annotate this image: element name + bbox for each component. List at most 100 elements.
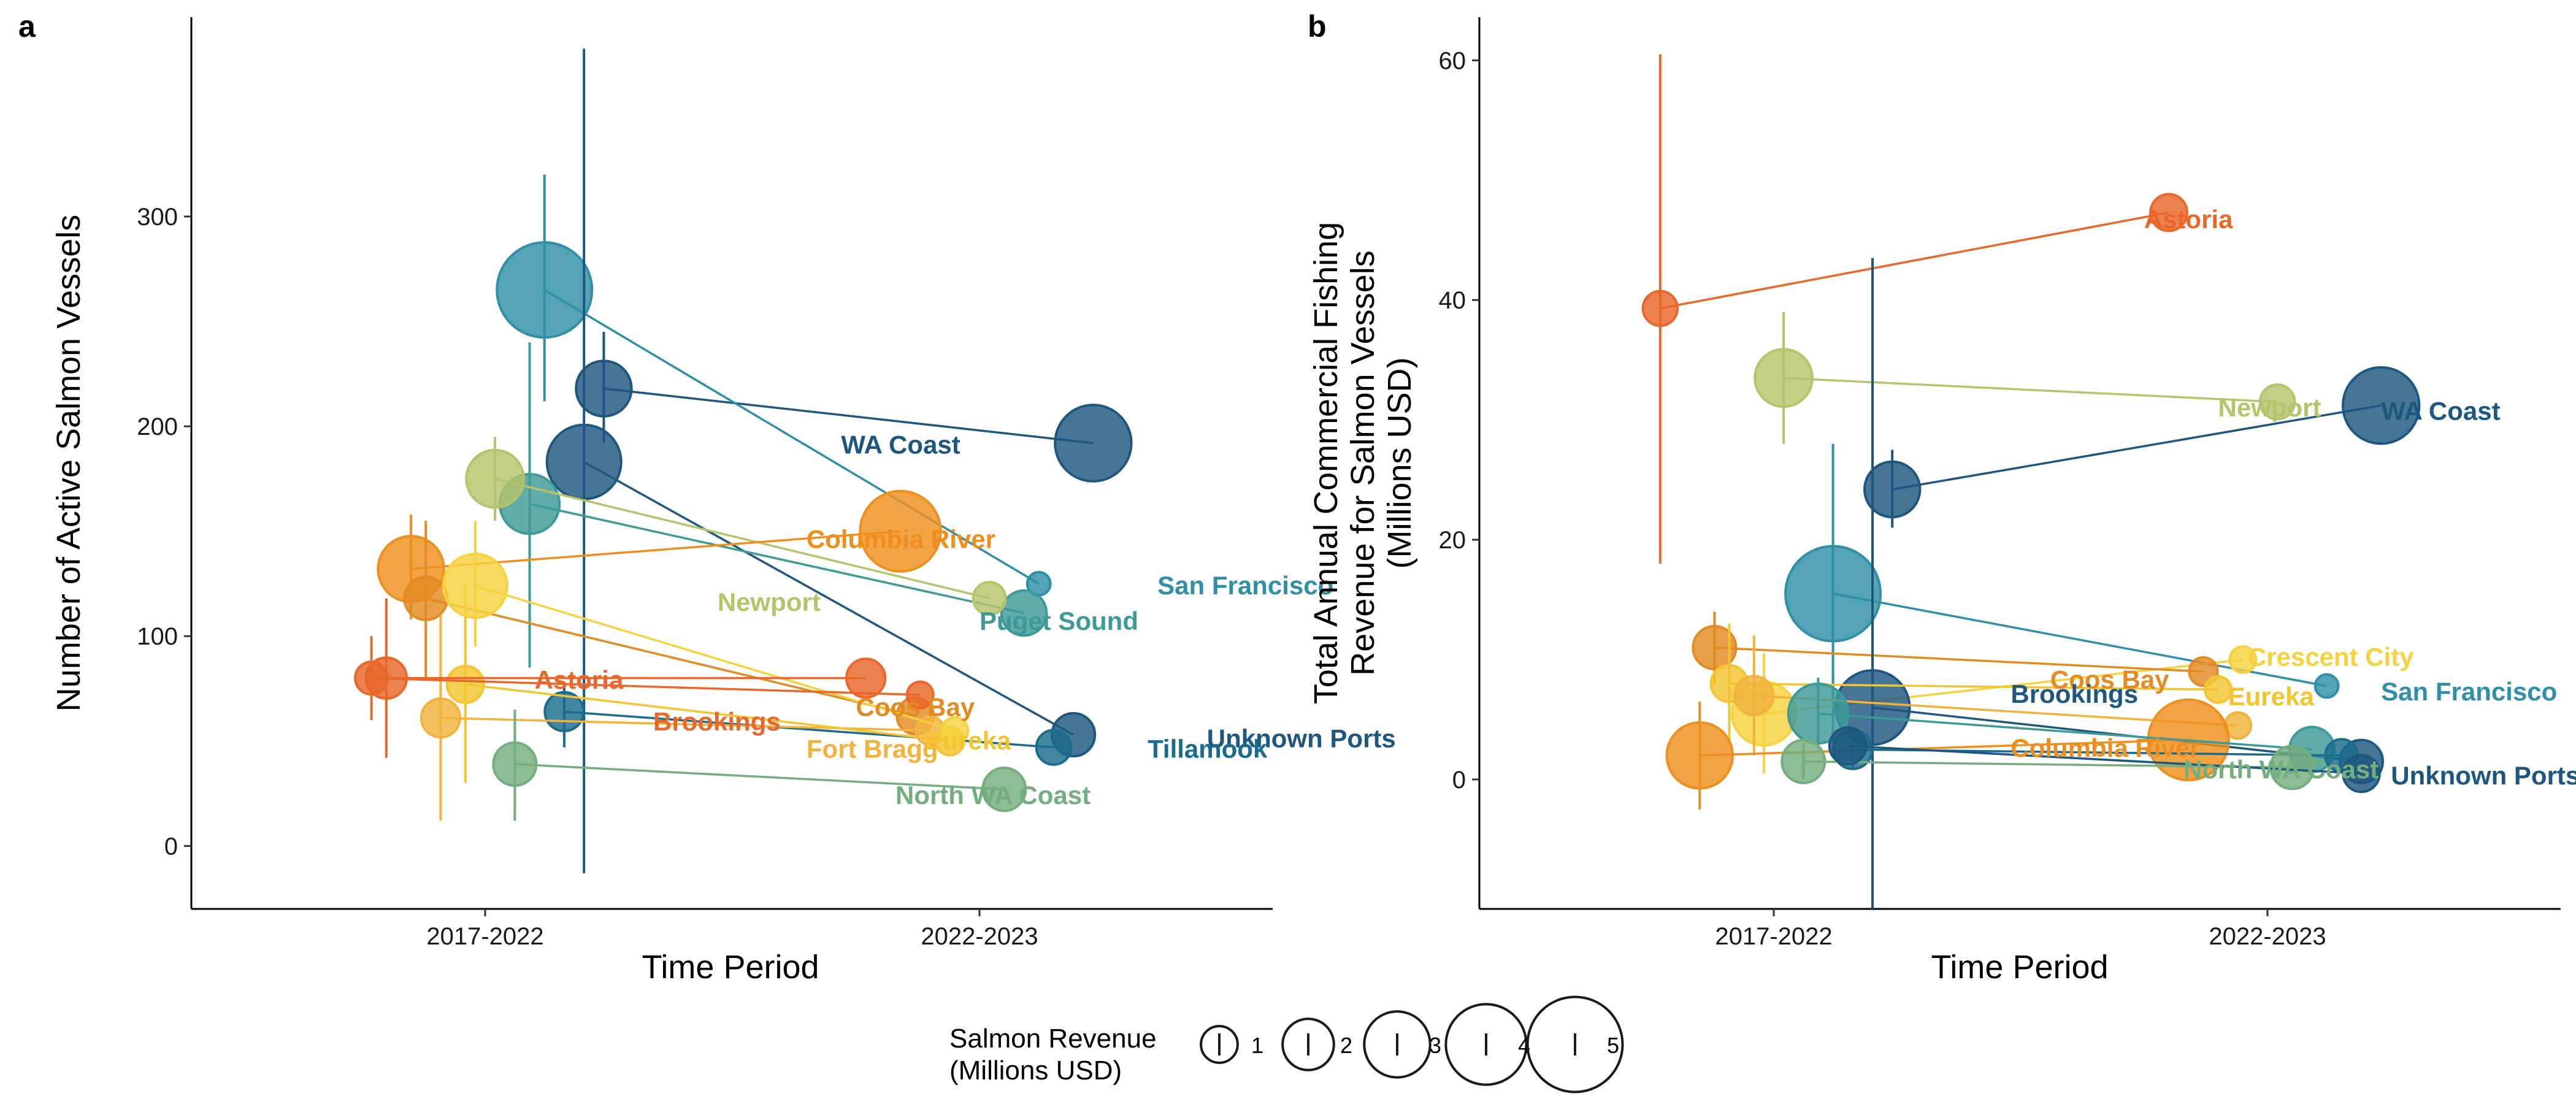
legend-label: 2 [1340,1033,1352,1058]
data-point [1054,404,1133,483]
legend-circle [1363,1010,1432,1079]
panel-a-series [354,48,1133,873]
point-label-astoria: Astoria [535,665,624,694]
data-point [905,680,935,710]
panel-a-y-axis-title: Number of Active Salmon Vessels [50,215,87,711]
series-connector-line [1847,745,2362,775]
data-point [354,661,389,696]
data-point [940,716,970,745]
series-connector-line [1892,404,2382,491]
panel-b-series [1641,54,2421,909]
data-point [1733,675,1775,716]
series-connector-line [1803,760,2293,769]
series-connector-line [515,763,1005,791]
point-label-coos-bay: Coos Bay [856,692,975,721]
legend-key-1: 1 [1200,1025,1263,1064]
panel-b-y-axis-title-line2: Revenue for Salmon Vessels [1344,250,1381,675]
data-point [492,741,538,787]
data-point [1784,545,1882,643]
series-connector-line [1784,377,2278,404]
point-label-brookings: Brookings [653,707,781,736]
data-point [1787,682,1850,745]
panel-b-point-labels: Astoria Newport WA Coast San Francisco Cresc… [2011,205,2576,790]
data-point [420,697,462,739]
data-point [2269,745,2315,791]
series-connector-line [465,683,950,743]
data-point [2228,645,2258,674]
series-unknown-ports [1828,726,2381,794]
panel-b: b 0 20 40 60 2017-2022 2022-2023 Astoria Newpo… [1308,9,2576,986]
data-point [972,581,1007,616]
series-connector-line [1714,646,2204,673]
y-tick-label: 100 [137,623,178,650]
data-point [1863,460,1922,519]
point-label-san-francisco: San Francisco [2381,677,2557,706]
legend-title-line1: Salmon Revenue [949,1024,1157,1054]
point-label-puget-sound: Puget Sound [979,607,1138,635]
series-newport [1754,312,2296,444]
series-wa-coast [575,332,1133,483]
point-label-eureka: Eureka [2228,682,2315,711]
series-connector-line [1700,738,2189,757]
series-connector-line [1818,712,2312,751]
panel-a-x-axis-title: Time Period [642,949,819,986]
panel-b-letter: b [1308,9,1327,44]
series-connector-line [564,710,1054,749]
series-brookings [354,636,935,721]
panel-a-axes: 0 100 200 300 2017-2022 2022-2023 [137,17,1273,950]
data-point [1000,589,1048,637]
data-point [1692,624,1738,670]
data-point [1035,729,1073,766]
legend-key-2: 2 [1281,1017,1352,1071]
panel-b-x-axis-title: Time Period [1931,949,2108,986]
point-label-astoria: Astoria [2144,205,2233,234]
y-tick-label: 60 [1439,47,1466,74]
x-tick-label: 2022-2023 [2209,923,2326,950]
data-point [981,766,1027,812]
data-point [1781,738,1827,784]
series-tillamook [543,682,1073,766]
series-crescent-city [442,521,970,745]
panel-b-y-axis-title-line3: (Millions USD) [1381,357,1418,569]
series-brookings [1834,258,2384,909]
data-point [859,489,942,573]
series-san-francisco [496,174,1052,597]
point-label-wa-coast: WA Coast [2381,397,2500,426]
data-point [845,657,887,699]
legend-label: 3 [1429,1033,1441,1058]
point-label-north-wa-coast: North WA Coast [895,781,1091,810]
x-tick-label: 2022-2023 [921,923,1038,950]
panel-b-y-axis-title-line1: Total Annual Commercial Fishing [1308,222,1344,704]
data-point [445,665,485,704]
point-label-eureka: Eureka [925,726,1011,755]
series-connector-line [583,461,1074,736]
series-connector-line [475,584,956,732]
data-point [403,575,449,621]
panel-b-axes: 0 20 40 60 2017-2022 2022-2023 [1439,17,2561,950]
point-label-columbia-river: Columbia River [2011,734,2199,762]
legend-key-4: 4 [1444,1003,1530,1086]
y-tick-label: 0 [164,833,178,860]
series-coos-bay [1692,611,2219,688]
data-point [2204,675,2233,704]
legend-key-3: 3 [1363,1010,1441,1079]
point-label-wa-coast: WA Coast [841,431,960,459]
y-tick-label: 300 [137,204,178,231]
series-puget-sound [498,342,1048,668]
x-tick-label: 2017-2022 [1715,923,1832,950]
data-point [1641,289,1679,328]
legend-title-line2: (Millions USD) [949,1055,1122,1086]
series-connector-line [1660,211,2169,310]
panel-a-point-labels: WA Coast San Francisco Unknown PortsTillam… [535,431,1396,810]
panel-a-letter: a [18,9,36,44]
point-label-coos-bay: Coos Bay [2050,665,2169,694]
legend-label: 5 [1607,1033,1619,1058]
legend-circle [1281,1017,1335,1071]
data-point [2149,193,2188,232]
series-connector-line [529,503,1024,615]
series-connector-line [371,676,921,696]
series-puget-sound [1787,677,2336,773]
